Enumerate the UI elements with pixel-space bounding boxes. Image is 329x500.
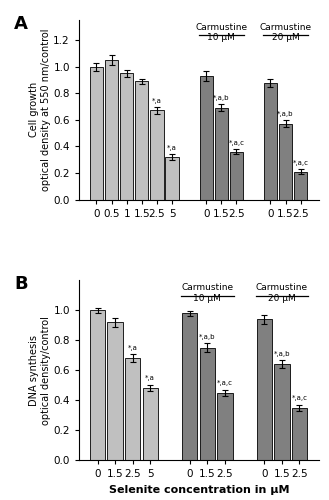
Text: Carmustine: Carmustine (256, 283, 308, 292)
Bar (135, 81, 148, 200)
Bar (230, 152, 243, 200)
Text: Carmustine: Carmustine (260, 22, 312, 32)
Text: 20 μM: 20 μM (268, 294, 296, 303)
Bar (217, 392, 233, 460)
Bar (292, 408, 307, 460)
Text: *,a,c: *,a,c (228, 140, 244, 145)
Bar (200, 348, 215, 460)
Bar (294, 172, 307, 200)
Y-axis label: Cell growth
optical density at 550 nm/control: Cell growth optical density at 550 nm/co… (29, 28, 51, 191)
Bar (257, 320, 272, 460)
Text: *,a,b: *,a,b (213, 95, 230, 101)
Text: *,a,c: *,a,c (291, 395, 307, 401)
Bar (105, 60, 118, 200)
Bar (199, 76, 213, 200)
Text: B: B (14, 275, 28, 293)
Bar (150, 110, 164, 200)
Text: Carmustine: Carmustine (195, 22, 247, 32)
Bar (165, 157, 179, 200)
Text: A: A (14, 14, 28, 32)
Bar (142, 388, 158, 460)
Text: 10 μM: 10 μM (207, 34, 235, 42)
Text: *,a: *,a (128, 344, 138, 350)
X-axis label: Selenite concentration in μM: Selenite concentration in μM (109, 484, 289, 494)
Bar (90, 310, 105, 460)
Bar (264, 82, 277, 200)
Bar (274, 364, 290, 460)
Bar (215, 108, 228, 200)
Text: 20 μM: 20 μM (272, 34, 299, 42)
Bar (279, 124, 292, 200)
Bar (90, 66, 103, 200)
Text: *,a,b: *,a,b (277, 111, 294, 117)
Bar (108, 322, 123, 460)
Text: Carmustine: Carmustine (181, 283, 233, 292)
Text: *,a,b: *,a,b (274, 350, 290, 356)
Y-axis label: DNA synthesis
optical density/control: DNA synthesis optical density/control (29, 316, 51, 424)
Text: *,a: *,a (145, 376, 155, 382)
Bar (125, 358, 140, 460)
Text: *,a,c: *,a,c (217, 380, 233, 386)
Text: *,a,b: *,a,b (199, 334, 215, 340)
Text: *,a,c: *,a,c (293, 160, 309, 166)
Bar (120, 73, 133, 200)
Bar (182, 314, 197, 460)
Text: *,a: *,a (167, 145, 177, 151)
Text: *,a: *,a (152, 98, 162, 104)
Text: 10 μM: 10 μM (193, 294, 221, 303)
